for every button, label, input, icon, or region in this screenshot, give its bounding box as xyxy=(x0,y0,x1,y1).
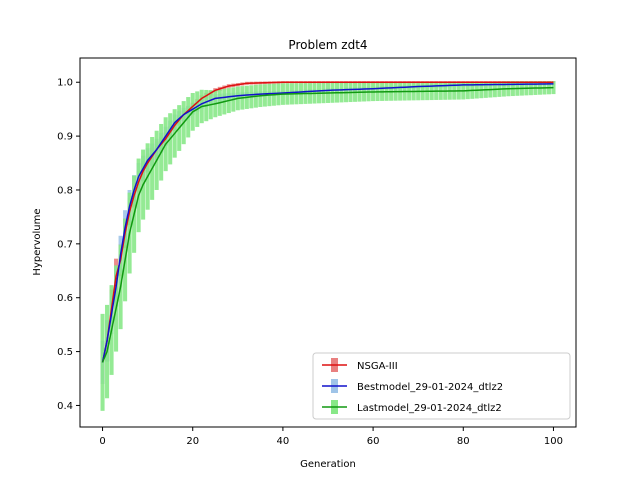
legend-item-2: Bestmodel_29-01-2024_dtlz2 xyxy=(322,379,503,393)
y-axis-label: Hypervolume xyxy=(32,208,43,275)
y-tick-label: 0.9 xyxy=(57,132,73,143)
x-axis-ticks: 0 20 40 60 80 100 xyxy=(99,427,563,447)
y-tick-label: 0.7 xyxy=(57,239,73,250)
series-line-3 xyxy=(101,86,554,363)
x-tick-label: 40 xyxy=(277,436,290,447)
legend-items: NSGA-III Bestmodel_29-01-2024_dtlz2 Lastmo… xyxy=(322,358,503,414)
legend-item-3: Lastmodel_29-01-2024_dtlz2 xyxy=(322,400,502,414)
legend-label: NSGA-III xyxy=(357,361,398,372)
y-tick-label: 0.5 xyxy=(57,347,73,358)
x-tick-label: 60 xyxy=(367,436,380,447)
error-bar xyxy=(100,313,105,411)
y-axis-ticks: 0.4 0.5 0.6 0.7 0.8 0.9 1.0 xyxy=(57,78,80,412)
legend-label: Lastmodel_29-01-2024_dtlz2 xyxy=(357,403,502,414)
y-tick-label: 1.0 xyxy=(57,78,73,89)
error-bar xyxy=(551,81,556,95)
x-tick-label: 20 xyxy=(186,436,199,447)
legend-item-1: NSGA-III xyxy=(322,358,398,372)
y-tick-label: 0.8 xyxy=(57,185,73,196)
series-line-2 xyxy=(101,83,554,363)
legend: NSGA-III Bestmodel_29-01-2024_dtlz2 Lastmo… xyxy=(312,352,571,420)
x-tick-label: 80 xyxy=(457,436,470,447)
legend-label: Bestmodel_29-01-2024_dtlz2 xyxy=(357,382,503,393)
series-lines xyxy=(101,81,554,363)
series-line-1 xyxy=(101,81,554,363)
x-axis-label: Generation xyxy=(300,459,356,470)
legend-box xyxy=(312,352,571,420)
x-tick-label: 100 xyxy=(544,436,563,447)
y-tick-label: 0.6 xyxy=(57,293,73,304)
plot-frame xyxy=(79,57,577,428)
x-tick-label: 0 xyxy=(99,436,105,447)
chart-title: Problem zdt4 xyxy=(288,38,367,52)
y-tick-label: 0.4 xyxy=(57,401,73,412)
